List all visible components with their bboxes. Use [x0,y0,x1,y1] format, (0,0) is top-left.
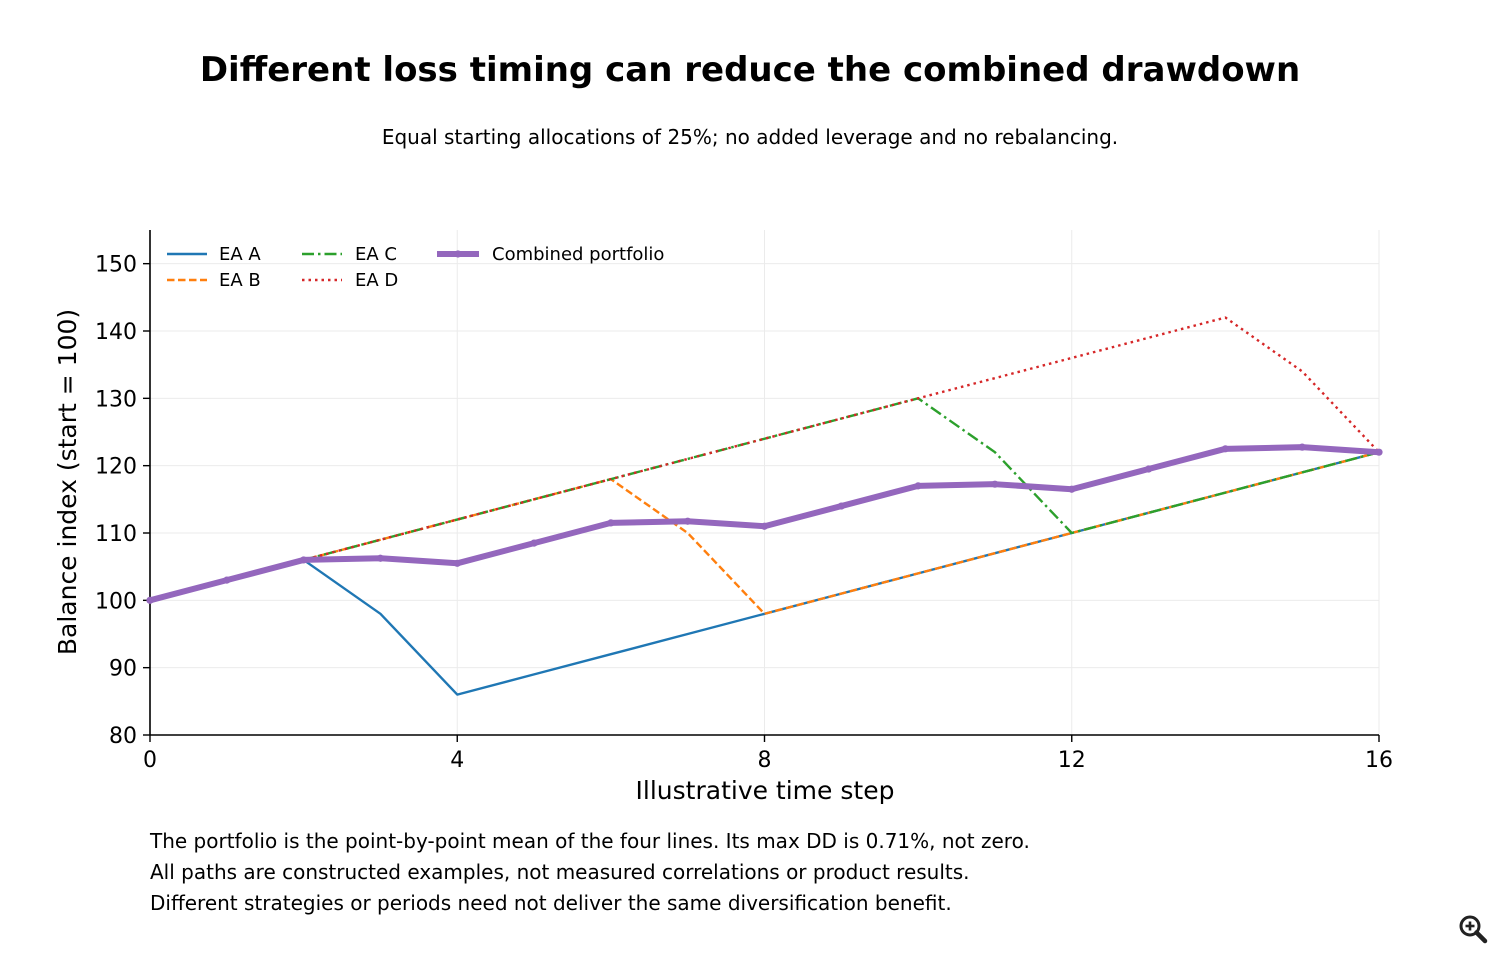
data-point [1221,445,1229,453]
data-point [684,517,692,525]
footnote-line: Different strategies or periods need not… [150,891,952,915]
chart-subtitle: Equal starting allocations of 25%; no ad… [381,125,1119,149]
chart-title: Different loss timing can reduce the com… [199,50,1301,90]
footnote-line: The portfolio is the point-by-point mean… [150,829,1030,853]
x-tick-label: 8 [758,748,772,773]
data-point [453,559,461,567]
legend-label: EA D [355,270,398,291]
x-axis-label: Illustrative time step [636,776,895,805]
data-point [1298,443,1306,451]
data-point [1068,485,1076,493]
legend-label: EA C [355,244,397,265]
data-point [991,480,999,488]
x-tick-label: 0 [143,748,157,773]
legend-label: EA A [219,244,261,265]
data-point [607,519,615,527]
y-tick-label: 130 [95,387,137,412]
data-point [300,556,308,564]
data-point [223,576,231,584]
legend: EA A EA B EA C EA D Combined portfolio [167,244,664,291]
legend-marker [454,250,462,258]
series-lines [146,316,1383,696]
x-tick-label: 16 [1365,748,1393,773]
data-point [837,502,845,510]
footnotes: The portfolio is the point-by-point mean… [150,826,1030,919]
y-tick-label: 120 [95,455,137,480]
y-tick-label: 80 [109,724,137,749]
data-point [376,554,385,562]
y-tick-label: 100 [95,589,137,614]
zoom-in-icon[interactable] [1458,914,1488,944]
data-point [1375,448,1383,456]
y-axis-label: Balance index (start = 100) [53,309,82,655]
y-tick-label: 110 [95,522,137,547]
grid [149,230,1380,736]
y-tick-label: 150 [95,253,137,278]
footnote-line: All paths are constructed examples, not … [150,860,970,884]
legend-label: EA B [219,270,261,291]
data-point [146,596,154,604]
axes: 80 90 100 110 120 130 140 150 0 4 8 12 16 [95,230,1393,773]
x-tick-label: 4 [450,748,464,773]
data-point [1144,465,1153,473]
data-point [530,539,538,547]
series-line-ea-c [149,397,1380,602]
y-tick-label: 140 [95,320,137,345]
y-tick-label: 90 [109,657,137,682]
data-point [914,482,922,490]
legend-label: Combined portfolio [492,244,664,265]
data-point [760,522,769,530]
x-tick-label: 12 [1058,748,1086,773]
